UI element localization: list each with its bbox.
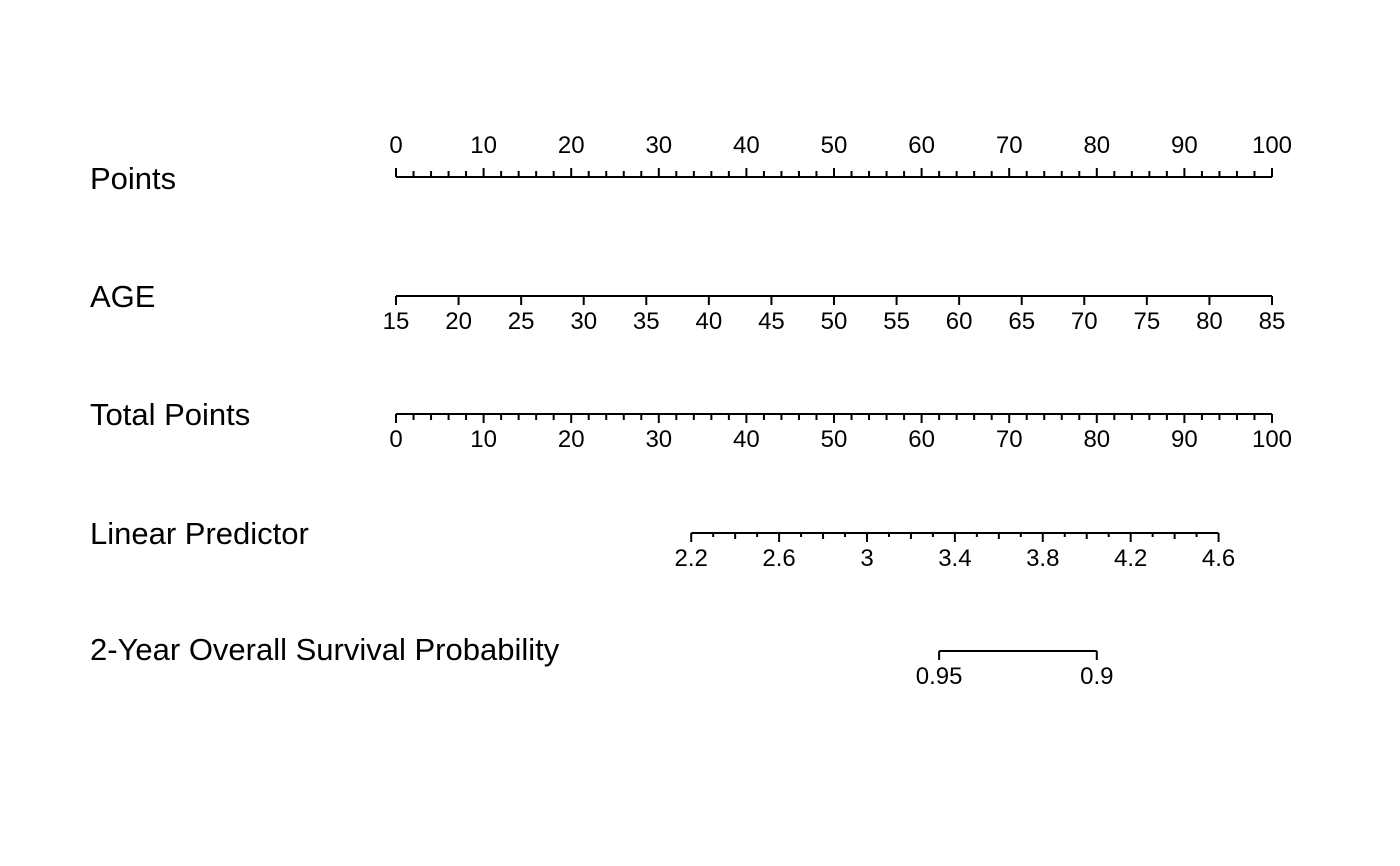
tick-label: 75 — [1134, 308, 1161, 335]
tick-label: 10 — [470, 132, 497, 159]
tick-label: 65 — [1008, 308, 1035, 335]
tick-label: 10 — [470, 426, 497, 453]
tick-label: 30 — [570, 308, 597, 335]
row-total-points: Total Points 0 10 20 30 40 50 60 70 80 90 100 — [90, 397, 1292, 453]
row-label: Points — [90, 161, 176, 196]
tick-label: 35 — [633, 308, 660, 335]
tick-label: 90 — [1171, 132, 1198, 159]
row-linear-predictor: Linear Predictor 2.2 2.6 3 3.4 3.8 4.2 4.6 — [90, 516, 1235, 572]
tick-label: 2.6 — [762, 545, 795, 572]
tick-label: 2.2 — [675, 545, 708, 572]
tick-label: 30 — [645, 426, 672, 453]
tick-label: 70 — [996, 132, 1023, 159]
tick-label: 60 — [908, 426, 935, 453]
tick-label: 30 — [645, 132, 672, 159]
tick-label: 85 — [1259, 308, 1286, 335]
row-label: AGE — [90, 279, 155, 314]
row-2-year-overall-survival-probability: 2-Year Overall Survival Probability 0.95 0… — [90, 632, 1113, 690]
tick-label: 3.4 — [938, 545, 971, 572]
tick-label: 50 — [821, 308, 848, 335]
tick-label: 40 — [696, 308, 723, 335]
tick-label: 60 — [908, 132, 935, 159]
tick-label: 55 — [883, 308, 910, 335]
tick-label: 0.95 — [916, 663, 963, 690]
tick-label: 80 — [1083, 132, 1110, 159]
tick-label: 90 — [1171, 426, 1198, 453]
tick-label: 0 — [389, 132, 402, 159]
row-label: Total Points — [90, 397, 250, 432]
tick-label: 70 — [1071, 308, 1098, 335]
tick-label: 40 — [733, 426, 760, 453]
tick-label: 70 — [996, 426, 1023, 453]
tick-label: 45 — [758, 308, 785, 335]
tick-label: 3 — [860, 545, 873, 572]
tick-label: 0.9 — [1080, 663, 1113, 690]
tick-label: 60 — [946, 308, 973, 335]
tick-label: 100 — [1252, 132, 1292, 159]
tick-label: 15 — [383, 308, 410, 335]
tick-label: 50 — [821, 426, 848, 453]
row-age: AGE 15 20 25 30 35 40 45 50 55 60 65 70 75 80 85 — [90, 279, 1285, 335]
tick-label: 4.6 — [1202, 545, 1235, 572]
tick-label: 25 — [508, 308, 535, 335]
tick-label: 100 — [1252, 426, 1292, 453]
tick-label: 0 — [389, 426, 402, 453]
tick-label: 20 — [558, 426, 585, 453]
tick-label: 3.8 — [1026, 545, 1059, 572]
tick-label: 80 — [1196, 308, 1223, 335]
tick-label: 40 — [733, 132, 760, 159]
tick-label: 20 — [558, 132, 585, 159]
row-label: 2-Year Overall Survival Probability — [90, 632, 560, 667]
tick-label: 50 — [821, 132, 848, 159]
tick-label: 80 — [1083, 426, 1110, 453]
tick-label: 4.2 — [1114, 545, 1147, 572]
tick-label: 20 — [445, 308, 472, 335]
row-points: Points 0 10 20 30 40 50 60 70 80 90 100 — [90, 132, 1292, 196]
row-label: Linear Predictor — [90, 516, 309, 551]
